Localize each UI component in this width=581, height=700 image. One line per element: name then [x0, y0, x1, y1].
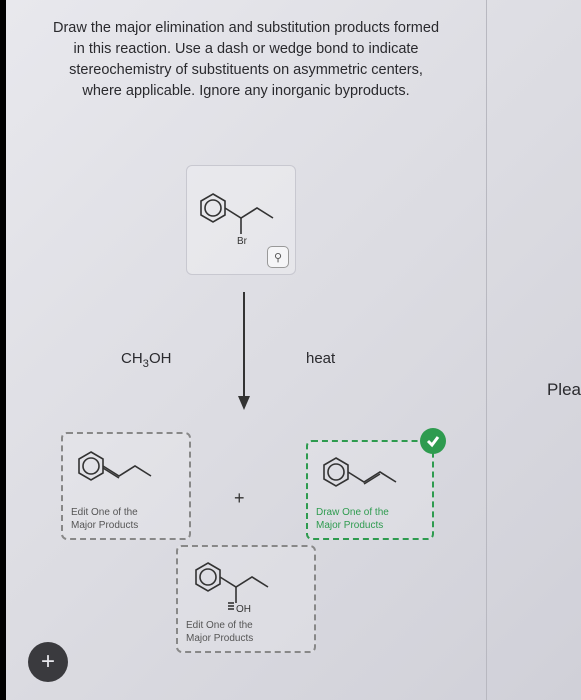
page-surface: Draw the major elimination and substitut… [6, 0, 581, 700]
reagent-label: CH3OH [121, 350, 171, 370]
br-label: Br [237, 236, 248, 247]
product-bottom-svg: OH [178, 547, 318, 619]
product-box-bottom[interactable]: OH Edit One of theMajor Products [176, 545, 316, 653]
product-box-right[interactable]: Draw One of theMajor Products [306, 440, 434, 540]
product-right-svg [308, 442, 436, 504]
product-box-left[interactable]: Edit One of theMajor Products [61, 432, 191, 540]
right-column: Plea [486, 0, 581, 700]
product-right-caption: Draw One of theMajor Products [316, 507, 389, 532]
product-left-caption: Edit One of theMajor Products [71, 507, 138, 532]
plus-symbol: + [234, 488, 245, 509]
condition-label: heat [306, 350, 335, 367]
reaction-arrow-icon [234, 292, 254, 412]
question-column: Draw the major elimination and substitut… [6, 0, 486, 700]
truncated-text: Plea [547, 380, 581, 400]
checkmark-icon [420, 428, 446, 454]
product-bottom-caption: Edit One of theMajor Products [186, 620, 253, 645]
oh-label: OH [236, 604, 251, 615]
question-text: Draw the major elimination and substitut… [30, 18, 462, 102]
add-button[interactable]: + [28, 642, 68, 682]
reactant-structure-box[interactable]: Br ⚲ [186, 165, 296, 275]
zoom-icon[interactable]: ⚲ [267, 246, 289, 268]
product-left-svg [63, 434, 193, 504]
